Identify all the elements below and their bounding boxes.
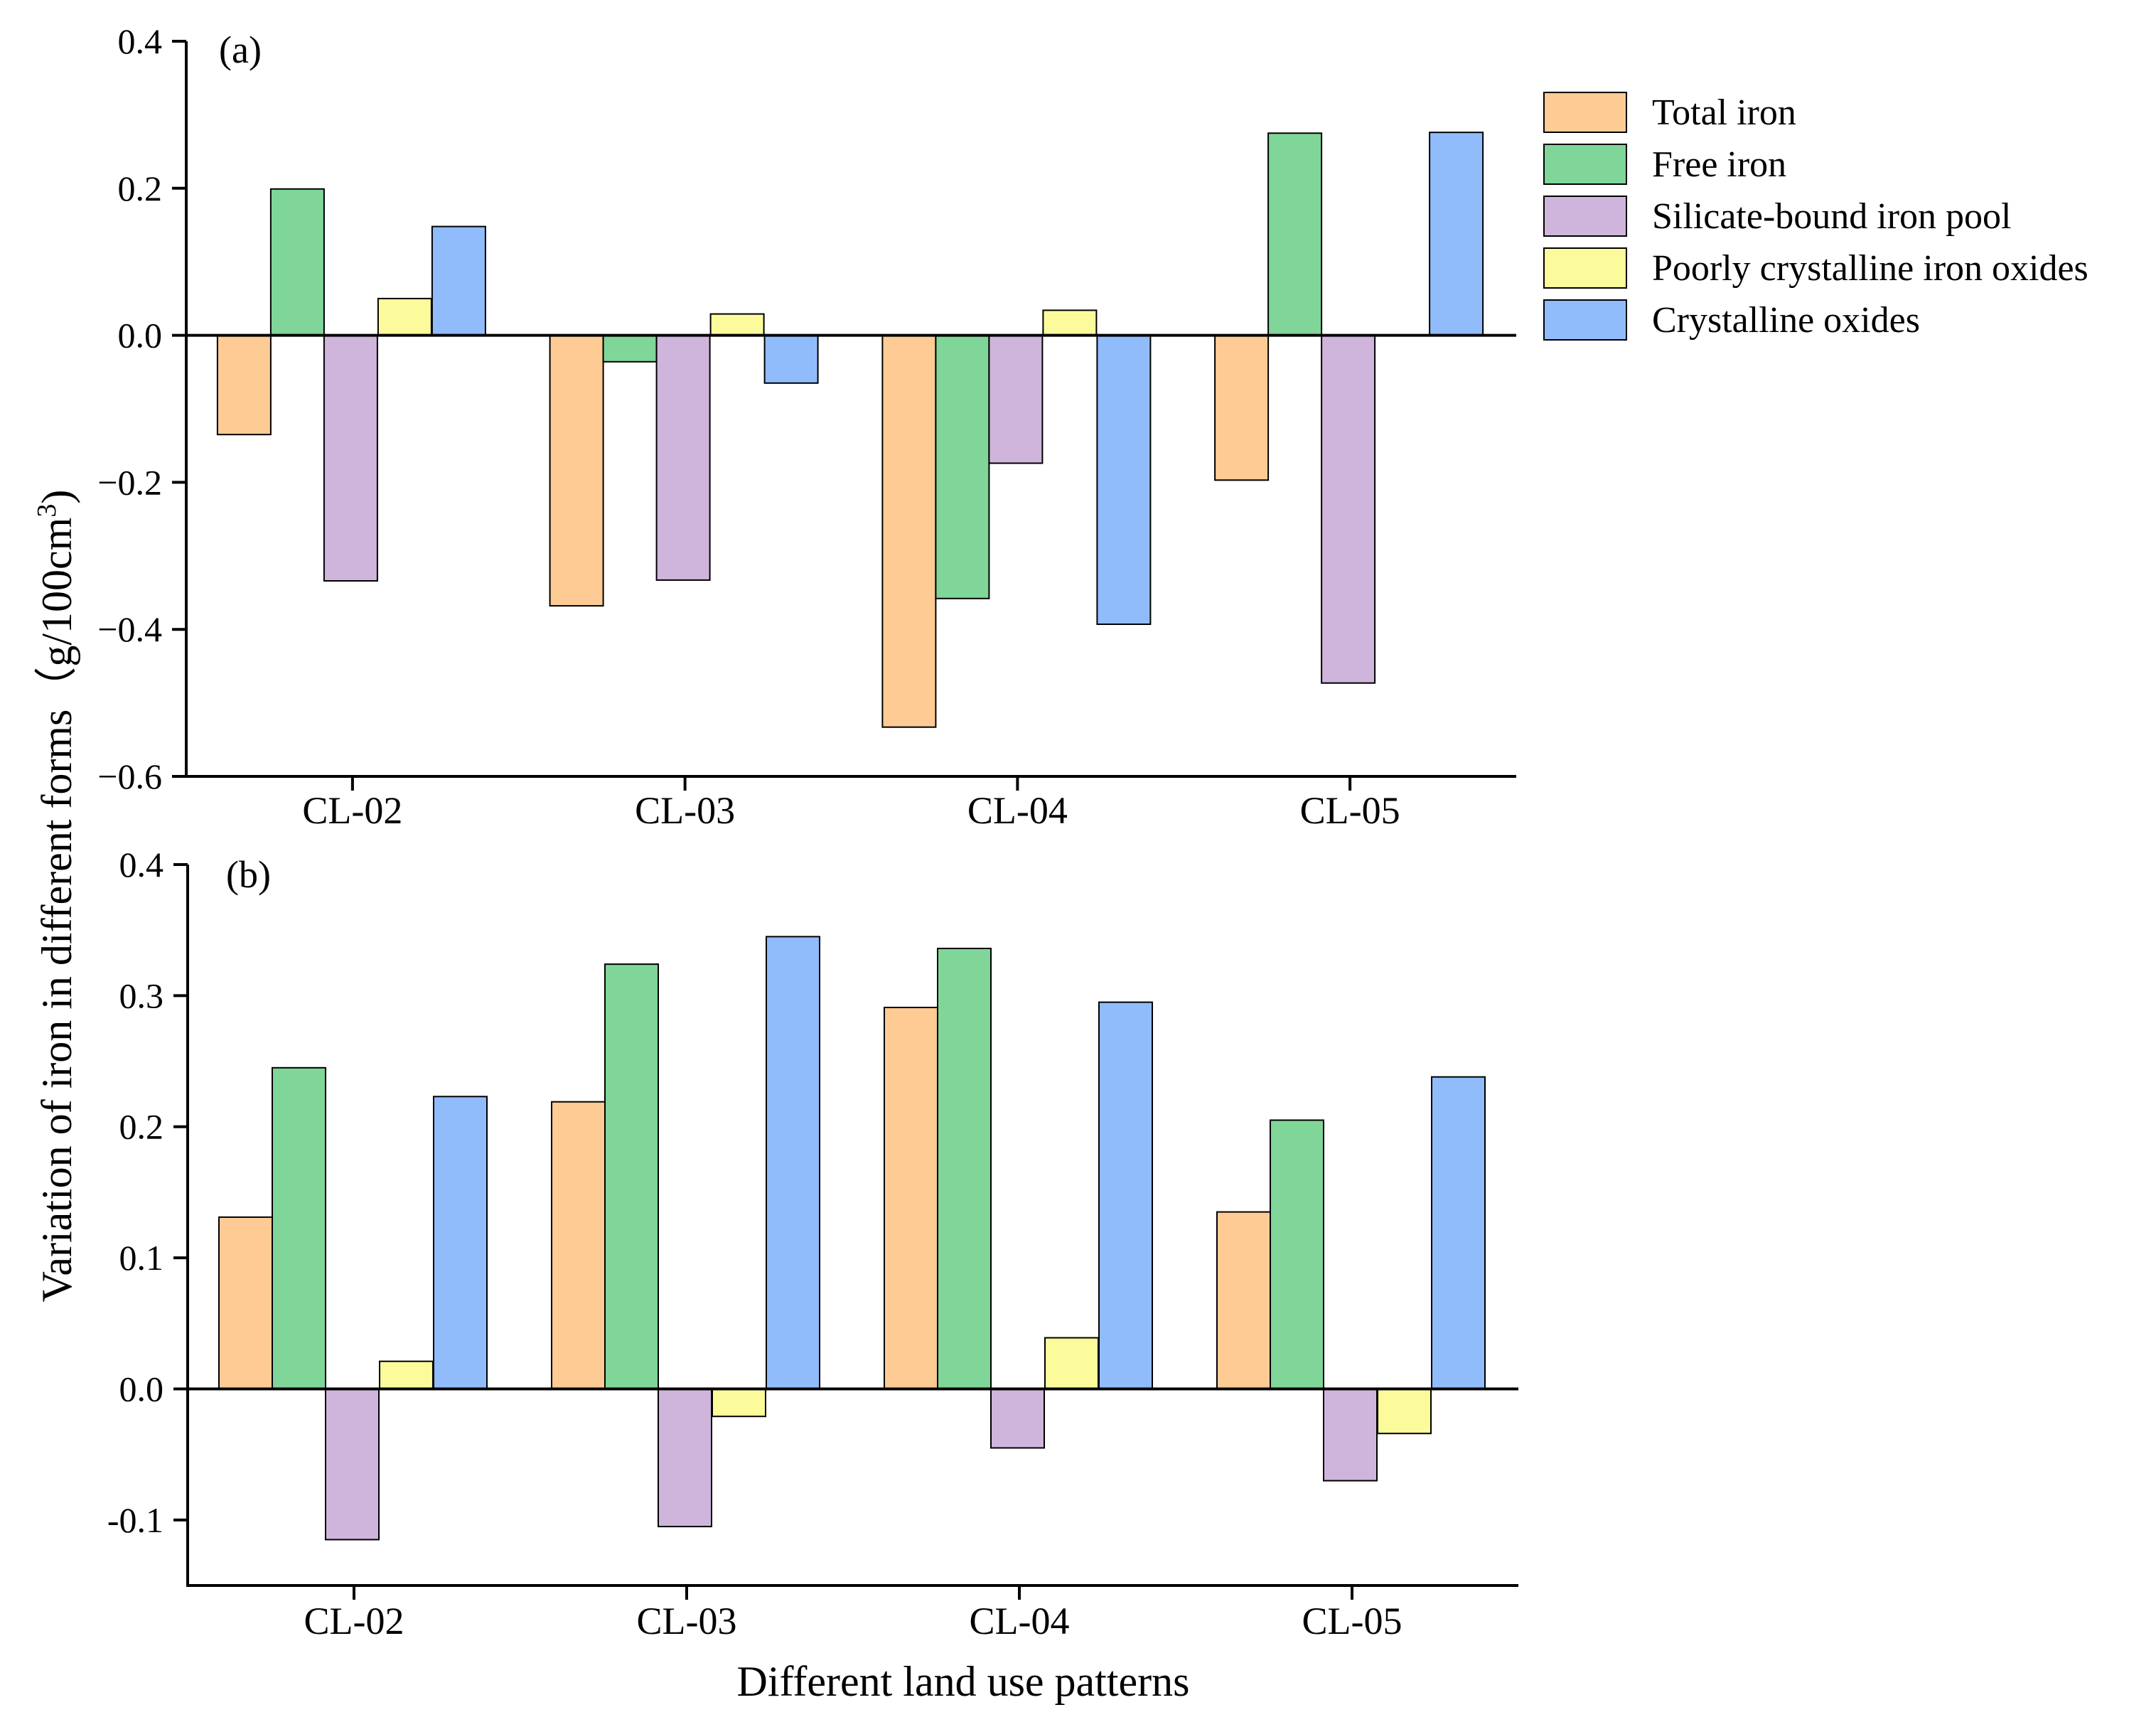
panel-a-bar-cl-03-total-iron (549, 334, 604, 607)
panel-a-x-ticks: CL-02 CL-03 CL-04 CL-05 (302, 776, 1400, 832)
legend-label-silicate-bound: Silicate-bound iron pool (1652, 196, 2011, 237)
panel-b: 0.4 0.3 0.2 0.1 0.0 -0.1 CL-02 CL-03 CL-04 CL-05… (107, 845, 1518, 1642)
panel-a-axes (185, 41, 1516, 778)
panel-b-category-label: CL-04 (970, 1600, 1070, 1642)
legend: Total iron Free iron Silicate-bound iron p… (1543, 92, 2088, 341)
panel-a-y-tick-label: −0.2 (97, 462, 162, 502)
legend-swatch-free-iron (1543, 144, 1627, 185)
panel-b-bar-cl-02-total-iron (218, 1216, 273, 1390)
panel-b-bars (218, 936, 1486, 1541)
panel-b-bar-cl-05-silicate-bound (1323, 1388, 1378, 1482)
y-axis-title-unit: （g/100cm (33, 518, 80, 710)
panel-b-y-ticks: 0.4 0.3 0.2 0.1 0.0 -0.1 (107, 845, 188, 1540)
panel-b-y-tick-label: 0.2 (119, 1107, 164, 1147)
legend-swatch-total-iron (1543, 92, 1627, 133)
panel-b-bar-cl-04-free-iron (937, 948, 992, 1390)
panel-b-bar-cl-03-silicate-bound (658, 1388, 712, 1528)
panel-a-bars (216, 132, 1484, 728)
panel-b-bar-cl-04-poorly-crystalline (1044, 1337, 1099, 1390)
panel-a-y-tick-label: 0.4 (118, 21, 163, 61)
panel-a-bar-cl-04-free-iron (935, 334, 990, 599)
panel-b-bar-cl-04-crystalline (1098, 1001, 1153, 1390)
y-axis-title-unit-close: ) (33, 490, 80, 504)
panel-a-bar-cl-02-poorly-crystalline (377, 297, 432, 336)
panel-a-y-tick-label: 0.0 (118, 316, 163, 355)
panel-b-category-label: CL-05 (1302, 1600, 1403, 1642)
panel-b-label: (b) (226, 853, 271, 896)
panel-a-bar-cl-03-silicate-bound (655, 334, 711, 581)
panel-b-bar-cl-02-crystalline (433, 1096, 488, 1390)
panel-b-bar-cl-05-poorly-crystalline (1377, 1388, 1432, 1435)
legend-label-total-iron: Total iron (1652, 92, 1796, 133)
panel-b-bar-cl-04-total-iron (884, 1007, 938, 1390)
panel-a-bar-cl-05-total-iron (1214, 334, 1270, 481)
legend-label-poorly-crystalline: Poorly crystalline iron oxides (1652, 248, 2088, 289)
panel-a-bar-cl-04-silicate-bound (988, 334, 1044, 464)
panel-a: 0.40.20.0−0.2−0.4−0.6 CL-02 CL-03 CL-04 CL-… (97, 21, 1516, 832)
panel-b-bar-cl-02-free-iron (272, 1066, 326, 1390)
panel-b-bar-cl-03-total-iron (551, 1101, 606, 1390)
panel-b-y-tick-label: 0.4 (119, 845, 164, 884)
panel-a-y-tick-label: −0.6 (97, 756, 162, 796)
panel-b-bar-cl-03-free-iron (604, 963, 659, 1390)
panel-b-y-tick-label: 0.3 (119, 975, 164, 1015)
panel-b-y-tick-label: -0.1 (107, 1500, 163, 1540)
panel-b-bar-cl-02-silicate-bound (325, 1388, 380, 1541)
panel-a-label: (a) (219, 28, 262, 71)
legend-label-free-iron: Free iron (1652, 144, 1786, 185)
panel-b-bar-cl-05-crystalline (1431, 1076, 1486, 1390)
y-axis-title-unit-superscript: 3 (32, 504, 62, 518)
panel-a-y-tick-label: −0.4 (97, 609, 162, 649)
panel-a-bar-cl-04-total-iron (881, 334, 937, 728)
panel-a-category-label: CL-03 (635, 789, 735, 832)
panel-a-category-label: CL-04 (967, 789, 1068, 832)
legend-label-crystalline: Crystalline oxides (1652, 300, 1920, 341)
panel-b-bar-cl-05-total-iron (1216, 1211, 1271, 1390)
panel-b-category-label: CL-02 (304, 1600, 404, 1642)
panel-a-y-ticks: 0.4 0.2 0.0 −0.2 −0.4 −0.6 (97, 21, 186, 796)
panel-b-axes (186, 865, 1518, 1587)
panel-b-bar-cl-03-poorly-crystalline (712, 1388, 766, 1418)
y-axis-title: Variation of iron in different forms（g/1… (32, 490, 80, 1303)
panel-a-bar-cl-05-crystalline (1429, 132, 1484, 336)
panel-a-bar-cl-02-total-iron (216, 334, 272, 436)
panel-a-bar-cl-03-free-iron (602, 334, 658, 363)
y-axis-title-main: Variation of iron in different forms (33, 710, 80, 1303)
panel-b-y-tick-label: 0.1 (119, 1238, 164, 1278)
legend-swatch-crystalline (1543, 299, 1627, 341)
panel-b-bar-cl-04-silicate-bound (990, 1388, 1045, 1449)
panel-a-bar-cl-02-silicate-bound (323, 334, 378, 582)
legend-swatch-silicate-bound (1543, 196, 1627, 237)
panel-a-bar-cl-05-silicate-bound (1321, 334, 1376, 684)
panel-a-bar-cl-04-poorly-crystalline (1042, 309, 1098, 336)
panel-a-category-label: CL-02 (302, 789, 402, 832)
panel-a-bar-cl-03-poorly-crystalline (709, 313, 765, 336)
panel-a-bar-cl-02-crystalline (431, 225, 486, 336)
panel-b-category-label: CL-03 (637, 1600, 737, 1642)
panel-b-x-ticks: CL-02 CL-03 CL-04 CL-05 (304, 1585, 1403, 1642)
panel-a-bar-cl-02-free-iron (269, 188, 325, 336)
panel-b-y-tick-label: 0.0 (119, 1369, 164, 1408)
panel-a-category-label: CL-05 (1300, 789, 1400, 832)
x-axis-title: Different land use patterns (736, 1658, 1189, 1705)
panel-b-bar-cl-03-crystalline (766, 936, 820, 1390)
panel-a-bar-cl-05-free-iron (1267, 132, 1323, 336)
panel-a-bar-cl-04-crystalline (1096, 334, 1152, 625)
panel-b-bar-cl-02-poorly-crystalline (379, 1360, 434, 1390)
panel-a-y-tick-label: 0.2 (118, 169, 163, 208)
panel-b-bar-cl-05-free-iron (1270, 1119, 1324, 1390)
panel-a-bar-cl-03-crystalline (763, 334, 819, 384)
legend-swatch-poorly-crystalline (1543, 247, 1627, 289)
